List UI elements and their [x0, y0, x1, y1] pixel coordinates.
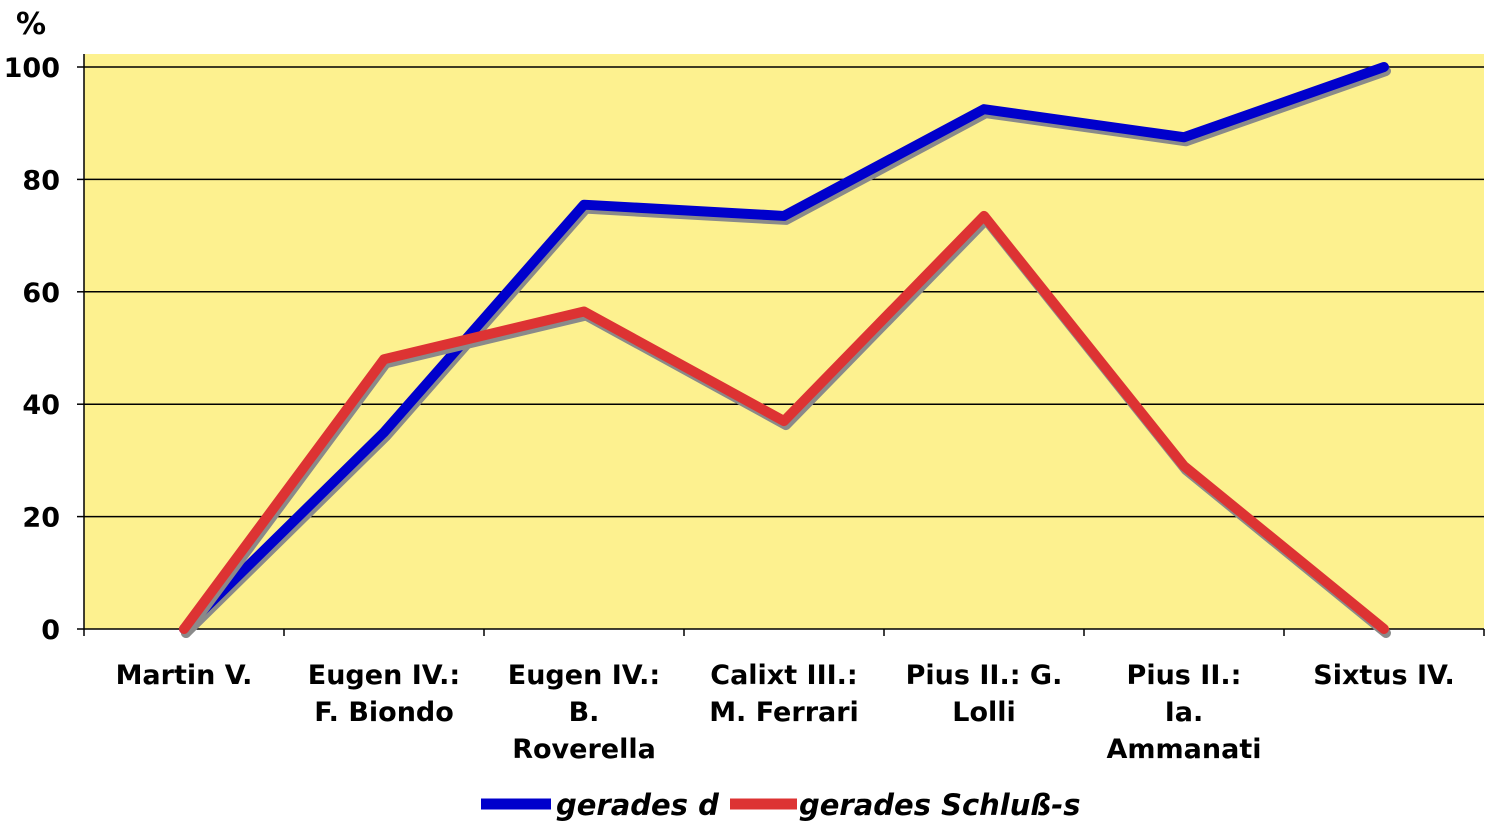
y-tick-label: 100: [4, 53, 60, 84]
x-category-label: Lolli: [952, 697, 1016, 728]
y-axis-unit-label: %: [16, 7, 46, 42]
data-point: [783, 214, 785, 217]
data-point: [1383, 66, 1385, 68]
x-category-label: Calixt III.:: [710, 660, 857, 691]
x-category-label: Pius II.:: [1127, 660, 1242, 691]
data-point: [383, 358, 385, 361]
x-category-label: Roverella: [512, 734, 656, 765]
x-category-label: Ammanati: [1107, 734, 1262, 765]
data-point: [983, 214, 985, 217]
legend-label: gerades d: [556, 788, 719, 822]
y-tick-label: 20: [22, 503, 60, 534]
y-tick-label: 40: [22, 390, 60, 421]
y-tick-label: 0: [41, 615, 60, 646]
data-point: [1183, 465, 1185, 468]
x-category-label: Martin V.: [116, 660, 253, 691]
x-category-label: Ia.: [1165, 697, 1204, 728]
data-point: [1183, 136, 1185, 139]
x-category-label: Sixtus IV.: [1313, 660, 1454, 691]
data-point: [983, 108, 985, 111]
data-point: [583, 310, 585, 313]
y-tick-label: 80: [22, 165, 60, 196]
x-category-label: B.: [569, 697, 600, 728]
x-category-label: F. Biondo: [314, 697, 454, 728]
x-category-label: M. Ferrari: [709, 697, 859, 728]
y-tick-label: 60: [22, 278, 60, 309]
x-category-label: Eugen IV.:: [508, 660, 660, 691]
data-point: [183, 628, 185, 630]
data-point: [383, 431, 385, 434]
plot-area: [84, 54, 1484, 629]
data-point: [1383, 628, 1385, 630]
data-point: [583, 203, 585, 206]
data-point: [783, 420, 785, 423]
x-category-label: Pius II.: G.: [906, 660, 1063, 691]
x-category-label: Eugen IV.:: [308, 660, 460, 691]
legend-label: gerades Schluß-s: [799, 788, 1081, 822]
